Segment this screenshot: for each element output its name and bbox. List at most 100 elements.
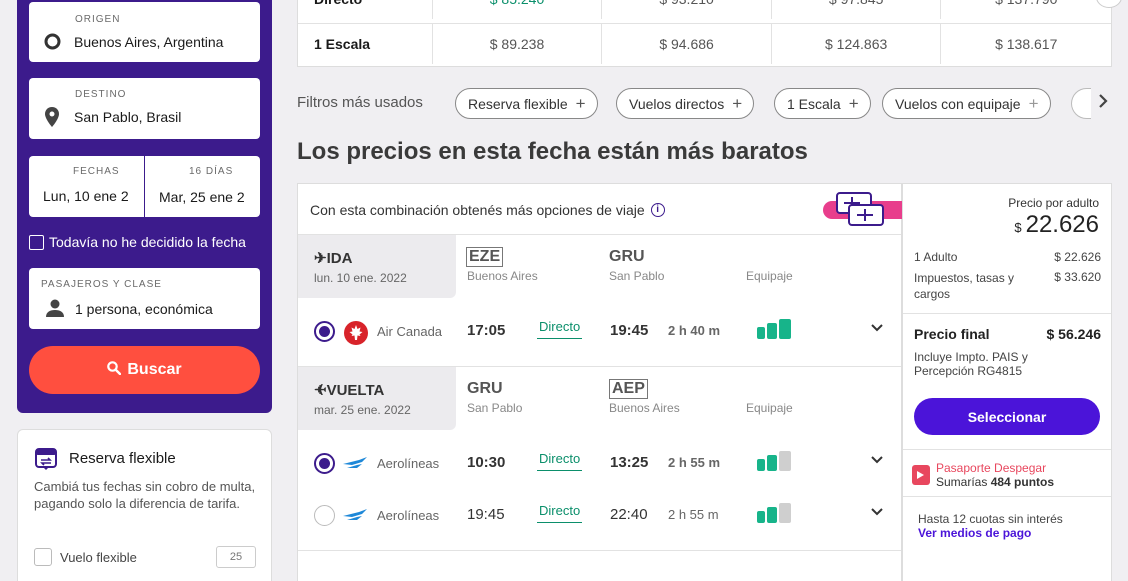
dates-field[interactable]: FECHAS 16 DÍAS Lun, 10 ene 2 Mar, 25 ene… <box>29 156 260 217</box>
filter-chip-label: Reserva flexible <box>468 95 568 112</box>
flight-radio[interactable] <box>314 505 335 526</box>
undecided-checkbox[interactable] <box>29 234 44 250</box>
checked-bag-icon <box>779 451 791 471</box>
personal-item-icon <box>757 459 765 471</box>
return-to-code: AEP <box>609 379 648 399</box>
filters-label: Filtros más usados <box>297 94 423 111</box>
matrix-row-label: Directo <box>298 0 433 19</box>
flexible-card-description: Cambiá tus fechas sin cobro de multa, pa… <box>34 479 256 511</box>
matrix-price-cell[interactable]: $ 138.617 <box>995 36 1058 52</box>
price-matrix: Directo $ 85.240 $ 93.210 $ 97.845 $ 137… <box>297 0 1112 67</box>
chevron-right-icon[interactable] <box>1098 92 1108 115</box>
airline-name: Aerolíneas <box>377 456 440 471</box>
flight-option-row[interactable]: Aerolíneas 10:30 Directo 13:25 2 h 55 m <box>298 443 901 483</box>
select-button[interactable]: Seleccionar <box>914 398 1100 435</box>
baggage-icons[interactable] <box>757 451 791 471</box>
plus-icon: + <box>732 93 743 113</box>
filter-chip-label: Vuelos directos <box>629 95 725 112</box>
days-count-label: 16 DÍAS <box>189 166 234 177</box>
matrix-price-cell[interactable]: $ 97.845 <box>772 0 942 19</box>
flight-radio[interactable] <box>314 453 335 474</box>
aerolineas-logo-icon <box>343 456 367 475</box>
baggage-column-label: Equipaje <box>746 401 793 415</box>
flight-option-row[interactable]: Aerolíneas 19:45 Directo 22:40 2 h 55 m <box>298 495 901 535</box>
currency-symbol: $ <box>1014 220 1022 235</box>
matrix-price-cell[interactable]: $ 89.238 <box>433 24 603 64</box>
location-circle-icon <box>44 33 61 55</box>
search-panel: ORIGEN Buenos Aires, Argentina DESTINO S… <box>17 0 272 413</box>
return-direction-label: VUELTA <box>326 382 385 399</box>
flight-duration: 2 h 55 m <box>668 455 721 470</box>
filter-chip-label: Vuelos con equipaje <box>895 95 1021 112</box>
depart-time: 19:45 <box>467 506 505 523</box>
final-price-amount: $ 56.246 <box>1046 326 1102 342</box>
return-header: ✈VUELTA mar. 25 ene. 2022 <box>298 367 456 430</box>
itinerary-card: Con esta combinación obtenés más opcione… <box>297 183 903 581</box>
baggage-column-label: Equipaje <box>746 269 793 283</box>
price-per-adult-value: 22.626 <box>1025 211 1099 238</box>
checked-bag-icon <box>779 503 791 523</box>
info-icon[interactable]: i <box>650 203 665 217</box>
chevron-down-icon[interactable] <box>871 503 883 521</box>
matrix-price-cell[interactable]: $ 124.863 <box>772 24 942 64</box>
destination-input[interactable]: San Pablo, Brasil <box>74 109 182 125</box>
taxes-amount: $ 33.620 <box>1054 270 1101 284</box>
flight-option-row[interactable]: Air Canada 17:05 Directo 19:45 2 h 40 m <box>298 311 901 351</box>
filter-chip-direct[interactable]: Vuelos directos + <box>616 88 755 119</box>
carry-on-icon <box>767 507 777 523</box>
outbound-from-city: Buenos Aires <box>467 269 538 283</box>
undecided-date-option[interactable]: Todavía no he decidido la fecha <box>29 234 246 250</box>
passengers-input[interactable]: 1 persona, económica <box>75 301 213 317</box>
outbound-direction: ✈IDA <box>314 249 352 267</box>
filter-chip-more[interactable] <box>1071 88 1091 119</box>
matrix-price-cell[interactable]: $ 85.240 <box>433 0 603 19</box>
filter-chip-baggage[interactable]: Vuelos con equipaje + <box>882 88 1051 119</box>
matrix-price-cell[interactable]: $ 93.210 <box>602 0 772 19</box>
divider <box>298 234 901 235</box>
search-button[interactable]: Buscar <box>29 346 260 394</box>
return-from-city: San Pablo <box>467 401 523 415</box>
destination-label: DESTINO <box>75 89 127 100</box>
person-icon <box>46 299 64 322</box>
baggage-icons[interactable] <box>757 503 791 523</box>
carry-on-icon <box>767 455 777 471</box>
flexible-flight-checkbox[interactable] <box>34 548 52 566</box>
stops-link[interactable]: Directo <box>537 451 583 471</box>
chevron-down-icon[interactable] <box>871 451 883 469</box>
flexible-booking-card: Reserva flexible Cambiá tus fechas sin c… <box>17 429 272 581</box>
airline-name: Air Canada <box>377 324 443 339</box>
plus-icon: + <box>1028 93 1039 113</box>
flexible-flight-label: Vuelo flexible <box>60 549 137 565</box>
depart-date-input[interactable]: Lun, 10 ene 2 <box>43 188 129 204</box>
taxes-row: Impuestos, tasas y cargos $ 33.620 <box>914 270 1101 302</box>
passport-prefix: Sumarías <box>936 475 988 489</box>
matrix-price-cell[interactable]: $ 137.790 <box>941 0 1111 19</box>
divider <box>903 496 1111 497</box>
stops-link[interactable]: Directo <box>537 319 583 339</box>
destination-field[interactable]: DESTINO San Pablo, Brasil <box>29 78 260 139</box>
passengers-field[interactable]: PASAJEROS Y CLASE 1 persona, económica <box>29 268 260 329</box>
depart-time: 17:05 <box>467 322 506 339</box>
filter-chip-flexible[interactable]: Reserva flexible + <box>455 88 598 119</box>
dates-label: FECHAS <box>73 166 120 177</box>
origin-input[interactable]: Buenos Aires, Argentina <box>74 34 224 50</box>
outbound-from-code: EZE <box>466 247 504 267</box>
plus-icon: + <box>575 93 586 113</box>
outbound-direction-label: IDA <box>326 250 353 267</box>
filter-chip-one-stop[interactable]: 1 Escala + <box>774 88 871 119</box>
flexible-flight-option[interactable]: Vuelo flexible <box>34 548 137 566</box>
baggage-icons[interactable] <box>757 319 791 339</box>
passport-icon <box>912 465 930 485</box>
chevron-down-icon[interactable] <box>871 319 883 337</box>
origin-field[interactable]: ORIGEN Buenos Aires, Argentina <box>29 2 260 62</box>
plane-return-icon: ✈ <box>314 382 327 399</box>
tax-note: Incluye Impto. PAIS y Percepción RG4815 <box>914 350 1028 378</box>
payment-methods-link[interactable]: Ver medios de pago <box>918 526 1032 540</box>
flight-radio[interactable] <box>314 321 335 342</box>
outbound-to-code: GRU <box>609 248 645 265</box>
stops-link[interactable]: Directo <box>537 503 583 523</box>
matrix-price-cell[interactable]: $ 94.686 <box>602 24 772 64</box>
return-date-input[interactable]: Mar, 25 ene 2 <box>159 189 245 205</box>
carry-on-icon <box>767 323 777 339</box>
aerolineas-logo-icon <box>343 508 367 527</box>
